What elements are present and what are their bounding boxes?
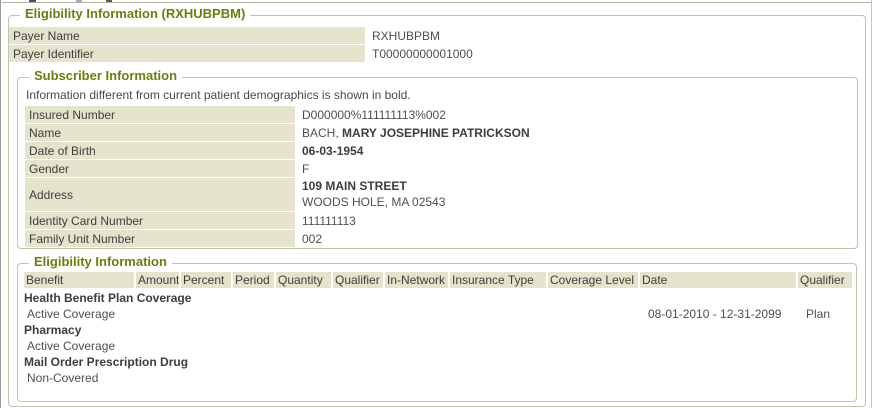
gender-value: F — [302, 161, 310, 176]
table-row: Identity Card Number 111111113 — [25, 212, 850, 229]
column-header-benefit: Benefit — [24, 272, 134, 288]
table-row: Health Benefit Plan Coverage — [24, 290, 856, 306]
table-row: Pharmacy — [24, 322, 856, 338]
gender-label: Gender — [25, 160, 295, 177]
payer-identifier-label: Payer Identifier — [9, 45, 365, 62]
table-row: Active Coverage 08-01-2010 - 12-31-2099 … — [24, 306, 856, 322]
name-label: Name — [25, 124, 295, 141]
column-header-coverage-level: Coverage Level — [548, 272, 638, 288]
insured-number-label: Insured Number — [25, 106, 295, 123]
column-header-period: Period — [233, 272, 274, 288]
name-value: BACH, MARY JOSEPHINE PATRICKSON — [302, 125, 530, 140]
payer-identifier-value: T00000000001000 — [372, 46, 473, 61]
table-row: Name BACH, MARY JOSEPHINE PATRICKSON — [25, 124, 850, 141]
table-row: Date of Birth 06-03-1954 — [25, 142, 850, 159]
table-row: Family Unit Number 002 — [25, 230, 850, 247]
window-right-edge — [871, 0, 872, 408]
clipped-content-divider — [2, 2, 871, 3]
table-row: Address 109 MAIN STREET WOODS HOLE, MA 0… — [25, 178, 850, 211]
benefit-category: Mail Order Prescription Drug — [24, 355, 189, 369]
column-header-date: Date — [640, 272, 796, 288]
column-header-qualifier: Qualifier — [333, 272, 383, 288]
column-header-quantity: Quantity — [276, 272, 331, 288]
column-header-percent: Percent — [181, 272, 231, 288]
table-row: Active Coverage — [24, 338, 856, 354]
insured-number-value: D000000%111111113%002 — [302, 107, 446, 122]
benefit-table-body: Health Benefit Plan Coverage Active Cove… — [24, 290, 856, 386]
benefit-qualifier: Plan — [806, 307, 831, 321]
address-line1: 109 MAIN STREET — [302, 179, 407, 193]
table-row: Gender F — [25, 160, 850, 177]
payer-name-value: RXHUBPBM — [372, 28, 441, 43]
address-line2: WOODS HOLE, MA 02543 — [302, 195, 446, 209]
column-header-in-network: In-Network — [385, 272, 448, 288]
window-left-edge — [0, 0, 1, 408]
table-row: Insured Number D000000%111111113%002 — [25, 106, 850, 123]
clipped-content-remnant — [29, 0, 36, 2]
address-value: 109 MAIN STREET WOODS HOLE, MA 02543 — [295, 178, 445, 211]
table-row: Mail Order Prescription Drug — [24, 354, 856, 370]
benefit-table-header: Benefit Amount Percent Period Quantity Q… — [24, 272, 856, 288]
identity-card-number-value: 111111113 — [302, 213, 356, 228]
benefit-status: Active Coverage — [27, 307, 116, 321]
column-header-qualifier: Qualifier — [798, 272, 852, 288]
benefit-status: Active Coverage — [27, 339, 116, 353]
benefit-status: Non-Covered — [27, 371, 99, 385]
payer-name-label: Payer Name — [9, 27, 365, 44]
benefit-date-range: 08-01-2010 - 12-31-2099 — [648, 307, 782, 321]
family-unit-number-label: Family Unit Number — [25, 230, 295, 247]
benefit-category: Health Benefit Plan Coverage — [24, 291, 192, 305]
table-row: Payer Name RXHUBPBM — [9, 27, 865, 44]
table-row: Payer Identifier T00000000001000 — [9, 45, 865, 62]
date-of-birth-value: 06-03-1954 — [302, 143, 364, 158]
clipped-content-remnant — [76, 0, 82, 2]
family-unit-number-value: 002 — [302, 231, 323, 246]
payer-info-rows: Payer Name RXHUBPBM Payer Identifier T00… — [9, 27, 865, 63]
column-header-amount: Amount — [136, 272, 179, 288]
subscriber-info-rows: Insured Number D000000%111111113%002 Nam… — [25, 106, 850, 247]
subscriber-panel-title: Subscriber Information — [29, 68, 183, 83]
benefit-panel-title: Eligibility Information — [29, 254, 172, 269]
address-label: Address — [25, 178, 295, 211]
identity-card-number-label: Identity Card Number — [25, 212, 295, 229]
clipped-content-remnant — [106, 0, 112, 2]
benefit-eligibility-panel: Eligibility Information Benefit Amount P… — [17, 254, 857, 402]
bold-demographics-note: Information different from current patie… — [26, 88, 411, 102]
date-of-birth-label: Date of Birth — [25, 142, 295, 159]
benefit-category: Pharmacy — [24, 323, 82, 337]
table-row: Non-Covered — [24, 370, 856, 386]
subscriber-information-panel: Subscriber Information Information diffe… — [17, 68, 858, 249]
panel-title: Eligibility Information (RXHUBPBM) — [20, 6, 251, 21]
column-header-insurance-type: Insurance Type — [450, 272, 546, 288]
